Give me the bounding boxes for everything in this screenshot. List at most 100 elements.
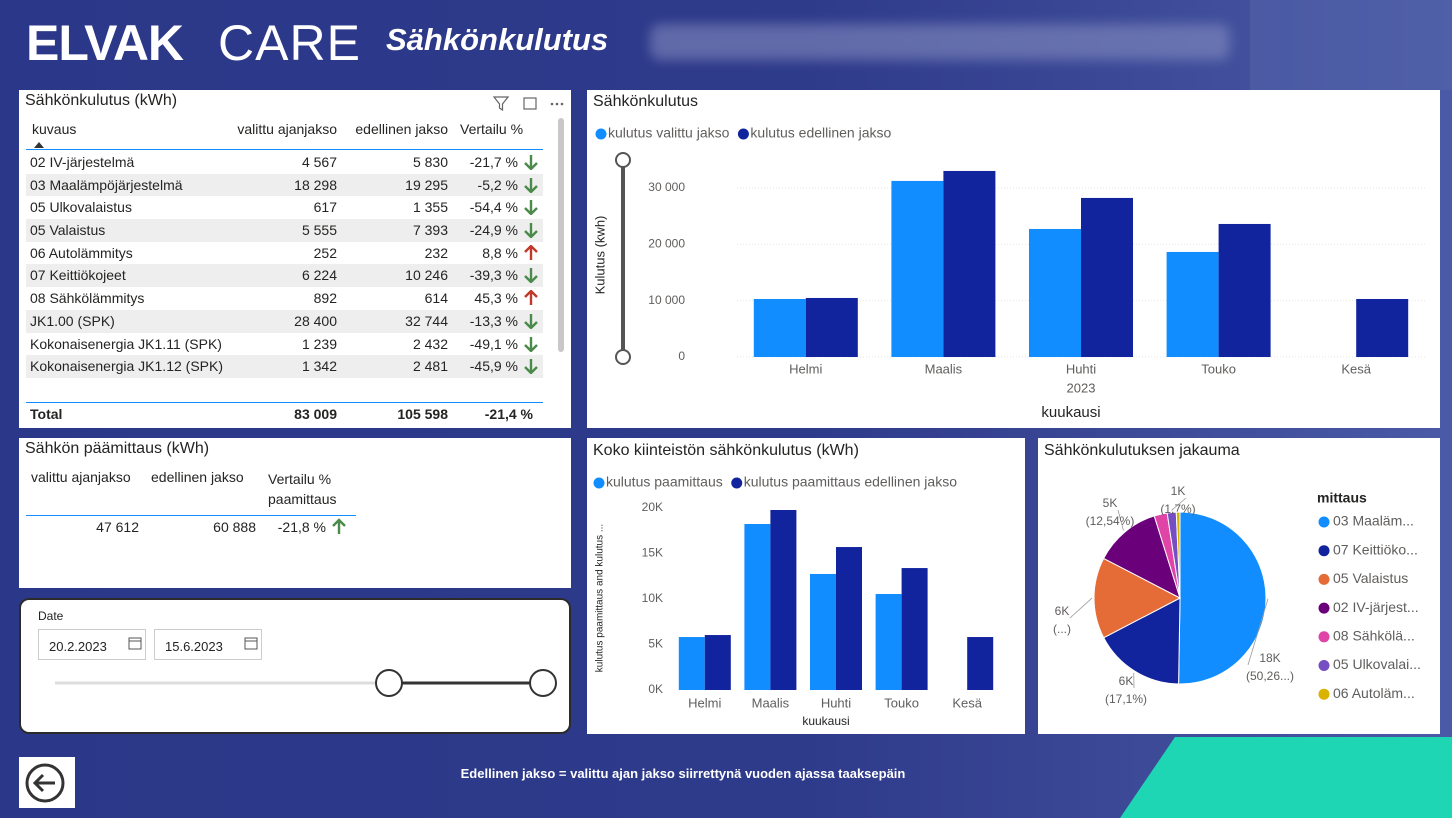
data-label: 6K xyxy=(1055,604,1070,618)
bar xyxy=(678,637,705,690)
arrow-shape xyxy=(524,223,538,239)
scrollbar[interactable] xyxy=(558,118,564,352)
legend-label: 07 Keittiöko... xyxy=(1333,541,1418,557)
zoom-handle[interactable] xyxy=(615,349,631,365)
cell: 4 567 xyxy=(301,154,337,170)
end-date-input[interactable]: 15.6.2023 xyxy=(154,629,262,660)
table-row: 03 Maalämpöjärjestelmä 18 298 19 295 -5,2 % xyxy=(26,173,543,197)
cell: 60 888 xyxy=(213,519,256,535)
main-meter-panel: Sähkön päämittaus (kWh) valittu ajanjaks… xyxy=(19,438,571,588)
cell: 8,8 % xyxy=(452,242,543,265)
table-row: Kokonaisenergia JK1.12 (SPK) 1 342 2 481 -4… xyxy=(26,355,543,378)
pie-slice xyxy=(1175,511,1181,599)
calendar-icon[interactable] xyxy=(244,637,258,650)
data-label: 18K xyxy=(1259,651,1280,665)
zoom-handle[interactable] xyxy=(615,152,631,168)
cell: -49,1 % xyxy=(452,333,543,356)
bar xyxy=(891,180,944,357)
cell: 617 xyxy=(313,199,337,216)
total-cell: 83 009 xyxy=(294,406,337,422)
legend-marker xyxy=(1318,660,1330,671)
bar xyxy=(875,593,902,690)
arrow-shape xyxy=(524,336,538,353)
data-label: (50,26...) xyxy=(1246,669,1294,683)
main-meter-title: Sähkön päämittaus (kWh) xyxy=(25,440,210,457)
cell: 06 Autolämmitys xyxy=(30,244,133,261)
date-slicer: Date 20.2.2023 15.6.2023 xyxy=(19,598,571,734)
back-button[interactable] xyxy=(19,757,75,808)
filter-icon[interactable] xyxy=(492,96,510,112)
x-tick-label: Huhti xyxy=(821,695,851,710)
y-axis-title: kulutus paamittaus and kulutus ... xyxy=(595,524,606,672)
arrow-shape xyxy=(524,268,538,285)
table-body: 02 IV-järjestelmä 4 567 5 830 -21,7 % 03 Maa… xyxy=(26,151,543,402)
total-row: Total 83 009 105 598 -21,4 % xyxy=(26,403,543,426)
more-options-icon[interactable] xyxy=(550,102,564,106)
chart-title: Sähkönkulutus xyxy=(593,93,698,110)
column-header: valittu ajanjakso xyxy=(31,469,131,485)
legend-marker xyxy=(1318,545,1330,557)
leader-line xyxy=(1247,598,1269,666)
cell: -13,3 % xyxy=(452,310,543,333)
cell: 6 224 xyxy=(301,267,337,284)
pie-slice xyxy=(1178,511,1267,685)
y-axis-title: Kulutus (kwh) xyxy=(592,216,607,295)
cell: 2 481 xyxy=(412,358,448,375)
visual-header-icons xyxy=(492,96,564,112)
slider-handle[interactable] xyxy=(529,669,557,697)
legend-marker xyxy=(1318,516,1330,528)
start-date-input[interactable]: 20.2.2023 xyxy=(38,629,146,660)
table: 02 IV-järjestelmä 4 567 5 830 -21,7 % 03 Maa… xyxy=(26,151,543,378)
footer-note: Edellinen jakso = valittu ajan jakso sii… xyxy=(460,766,906,781)
bar xyxy=(836,547,862,690)
cell: 47 612 xyxy=(96,519,139,535)
focus-icon[interactable] xyxy=(523,97,537,110)
cell: 2 432 xyxy=(412,335,448,352)
table-row: Kokonaisenergia JK1.11 (SPK) 1 239 2 432 -4… xyxy=(26,333,543,356)
chart-title: Koko kiinteistön sähkönkulutus (kWh) xyxy=(593,442,859,459)
legend-label: 03 Maaläm... xyxy=(1333,513,1414,529)
bar xyxy=(1029,228,1081,357)
x-tick-label: Huhti xyxy=(1066,361,1096,376)
cell: 892 xyxy=(313,290,337,307)
leader-line xyxy=(1171,497,1187,511)
pie-slice xyxy=(1102,515,1181,599)
chart: Koko kiinteistön sähkönkulutus (kWh) kul… xyxy=(593,442,994,728)
trend-arrow xyxy=(524,244,538,260)
cell: 7 393 xyxy=(412,222,448,239)
legend-marker xyxy=(595,128,607,140)
cell: 19 295 xyxy=(405,176,448,193)
cell-text: -54,4 % xyxy=(469,199,518,216)
legend-title: mittaus xyxy=(1317,490,1367,506)
page-title: Sähkönkulutus xyxy=(386,22,609,57)
cell-text: -5,2 % xyxy=(477,176,518,193)
cell: 05 Valaistus xyxy=(30,222,106,239)
bar xyxy=(943,170,996,357)
slicer-label: Date xyxy=(38,609,64,623)
cell: 5 830 xyxy=(412,154,448,170)
chart-panel: Sähkönkulutuksen jakauma 18K (50,26...) 6K… xyxy=(1038,438,1440,734)
column-header: edellinen jakso xyxy=(151,469,244,485)
cell: -39,3 % xyxy=(452,264,543,287)
trend-arrow xyxy=(524,223,538,239)
cell: Kokonaisenergia JK1.11 (SPK) xyxy=(30,335,222,352)
cell: -24,9 % xyxy=(452,219,543,242)
arrow-shape xyxy=(524,313,538,330)
y-tick-label: 15K xyxy=(642,546,663,560)
calendar-icon[interactable] xyxy=(128,637,142,650)
table-row: 08 Sähkölämmitys 892 614 45,3 % xyxy=(26,287,543,310)
slider-handle[interactable] xyxy=(375,669,403,697)
legend-marker xyxy=(593,477,605,489)
cell-text: -13,3 % xyxy=(469,312,518,329)
y-tick-label: 20 000 xyxy=(648,237,685,251)
legend-label: 05 Valaistus xyxy=(1333,570,1408,586)
column-header: Vertailu % paamittaus xyxy=(268,471,337,507)
data-label: (1,7%) xyxy=(1160,502,1195,516)
cell: 1 342 xyxy=(301,358,337,375)
bar xyxy=(1166,251,1219,357)
cell: JK1.00 (SPK) xyxy=(30,312,115,329)
arrow-shape xyxy=(524,359,538,375)
cell: 614 xyxy=(424,290,448,307)
data-label: 5K xyxy=(1103,496,1118,510)
